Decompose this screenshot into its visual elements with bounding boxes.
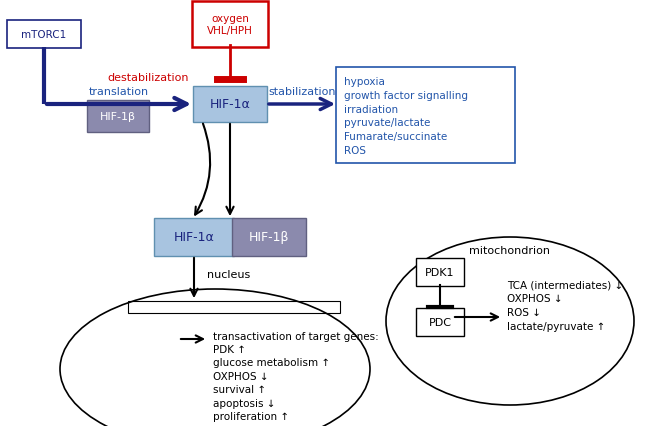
FancyBboxPatch shape <box>192 2 268 48</box>
Text: PDK1: PDK1 <box>425 268 455 277</box>
FancyBboxPatch shape <box>87 101 149 132</box>
Bar <box>128 301 340 313</box>
Text: ROS: ROS <box>344 146 366 155</box>
Text: Fumarate/succinate: Fumarate/succinate <box>344 132 447 142</box>
FancyBboxPatch shape <box>154 219 234 256</box>
Text: survival ↑: survival ↑ <box>213 385 266 394</box>
Text: transactivation of target genes:: transactivation of target genes: <box>213 331 379 341</box>
Text: ROS ↓: ROS ↓ <box>507 307 541 317</box>
Text: OXPHOS ↓: OXPHOS ↓ <box>507 294 563 303</box>
FancyArrowPatch shape <box>195 124 210 215</box>
Text: glucose metabolism ↑: glucose metabolism ↑ <box>213 358 330 368</box>
FancyBboxPatch shape <box>7 21 81 49</box>
Text: pyruvate/lactate: pyruvate/lactate <box>344 118 430 128</box>
FancyBboxPatch shape <box>416 259 464 286</box>
Text: lactate/pyruvate ↑: lactate/pyruvate ↑ <box>507 321 605 331</box>
Text: oxygen
VHL/HPH: oxygen VHL/HPH <box>207 14 253 36</box>
Text: HIF-1α: HIF-1α <box>174 231 214 244</box>
Text: PDC: PDC <box>428 317 452 327</box>
Text: nucleus: nucleus <box>207 269 251 279</box>
Text: growth factor signalling: growth factor signalling <box>344 91 468 101</box>
Text: mTORC1: mTORC1 <box>21 30 66 40</box>
Text: proliferation ↑: proliferation ↑ <box>213 412 289 421</box>
Text: HIF-1α: HIF-1α <box>209 98 250 111</box>
Text: HIF-1β: HIF-1β <box>249 231 289 244</box>
Text: hypoxia: hypoxia <box>344 77 385 87</box>
FancyBboxPatch shape <box>416 308 464 336</box>
Text: apoptosis ↓: apoptosis ↓ <box>213 398 276 408</box>
Text: destabilization: destabilization <box>107 73 189 83</box>
Text: OXPHOS ↓: OXPHOS ↓ <box>213 371 268 381</box>
Text: HIF-1β: HIF-1β <box>100 112 136 122</box>
Text: PDK ↑: PDK ↑ <box>213 344 246 354</box>
Text: translation: translation <box>89 87 149 97</box>
Text: stabilization: stabilization <box>268 87 336 97</box>
FancyBboxPatch shape <box>336 68 515 164</box>
Text: irradiation: irradiation <box>344 104 398 114</box>
FancyBboxPatch shape <box>193 87 267 123</box>
Text: mitochondrion: mitochondrion <box>469 245 551 256</box>
FancyBboxPatch shape <box>232 219 306 256</box>
Text: TCA (intermediates) ↓: TCA (intermediates) ↓ <box>507 279 623 289</box>
Text: motility ↑: motility ↑ <box>213 425 265 426</box>
